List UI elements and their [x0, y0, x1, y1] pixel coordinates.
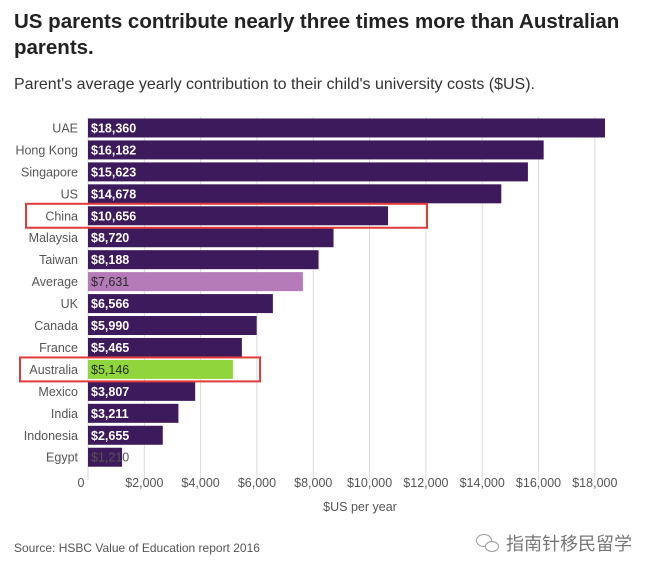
chart-title: US parents contribute nearly three times…	[14, 10, 620, 59]
watermark: 指南针移民留学	[476, 530, 632, 556]
bar	[88, 381, 196, 401]
chart-subtitle: Parent's average yearly contribution to …	[14, 76, 535, 93]
bar	[88, 228, 334, 248]
value-label: $5,990	[91, 319, 129, 333]
x-tick-label: $18,000	[572, 476, 617, 490]
value-label: $3,807	[91, 385, 129, 399]
value-label: $5,465	[91, 341, 129, 355]
value-label: $3,211	[91, 407, 129, 421]
value-label: $1,210	[91, 451, 129, 465]
value-label: $6,566	[91, 297, 129, 311]
x-tick-label: $4,000	[182, 476, 220, 490]
category-label: Canada	[34, 319, 78, 333]
x-tick-label: $12,000	[403, 476, 448, 490]
value-label: $8,188	[91, 253, 129, 267]
bar	[88, 447, 123, 467]
wechat-icon	[476, 533, 500, 553]
category-label: China	[45, 209, 78, 223]
category-label: Malaysia	[29, 231, 78, 245]
watermark-text: 指南针移民留学	[506, 534, 632, 554]
value-label: $14,678	[91, 187, 136, 201]
value-label: $8,720	[91, 231, 129, 245]
bar	[88, 250, 319, 270]
value-label: $18,360	[91, 121, 136, 135]
category-label: France	[39, 341, 78, 355]
category-label: Australia	[29, 363, 78, 377]
category-label: UAE	[52, 121, 78, 135]
category-label: Indonesia	[24, 429, 78, 443]
x-tick-label: $16,000	[516, 476, 561, 490]
value-label: $15,623	[91, 165, 136, 179]
highlight-box	[19, 356, 261, 383]
source-note: Source: HSBC Value of Education report 2…	[14, 541, 260, 555]
category-label: Egypt	[46, 451, 78, 465]
category-label: Mexico	[38, 385, 78, 399]
bar	[88, 184, 502, 204]
category-label: US	[61, 187, 78, 201]
category-label: UK	[61, 297, 79, 311]
x-tick-label: $6,000	[238, 476, 276, 490]
x-axis-label: $US per year	[323, 500, 397, 514]
x-tick-label: $14,000	[460, 476, 505, 490]
x-tick-label: $8,000	[294, 476, 332, 490]
category-label: Average	[32, 275, 78, 289]
bar	[88, 140, 544, 160]
value-label: $16,182	[91, 143, 136, 157]
x-tick-label: $2,000	[125, 476, 163, 490]
bar	[88, 425, 163, 445]
bar	[88, 359, 233, 379]
bar	[88, 337, 242, 357]
category-label: Taiwan	[39, 253, 78, 267]
bar	[88, 316, 257, 336]
value-label: $5,146	[91, 363, 129, 377]
bar	[88, 272, 303, 292]
value-label: $7,631	[91, 275, 129, 289]
x-tick-label: 0	[78, 476, 85, 490]
value-label: $10,656	[91, 209, 136, 223]
category-label: Hong Kong	[15, 143, 78, 157]
bar	[88, 162, 528, 182]
category-label: India	[51, 407, 78, 421]
value-label: $2,655	[91, 429, 129, 443]
bar	[88, 403, 179, 423]
highlight-box	[25, 202, 428, 229]
bar	[88, 206, 389, 226]
bar	[88, 118, 605, 138]
x-tick-label: $10,000	[347, 476, 392, 490]
bar	[88, 294, 273, 314]
category-label: Singapore	[21, 165, 78, 179]
